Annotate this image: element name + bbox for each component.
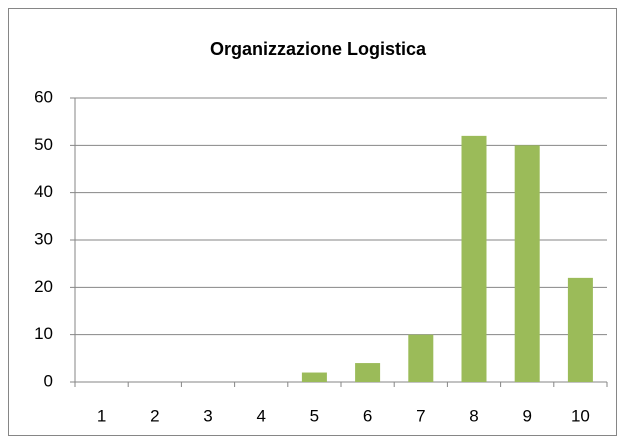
y-tick-label: 0 xyxy=(44,371,53,390)
x-tick-label: 5 xyxy=(310,406,319,425)
bar xyxy=(301,372,327,382)
y-tick-label: 30 xyxy=(34,229,53,248)
x-tick-label: 3 xyxy=(203,406,212,425)
bar xyxy=(514,145,540,382)
x-tick-label: 8 xyxy=(469,406,478,425)
x-tick-label: 6 xyxy=(363,406,372,425)
x-tick-label: 4 xyxy=(256,406,265,425)
bar xyxy=(355,363,381,382)
y-tick-label: 10 xyxy=(34,324,53,343)
x-tick-label: 10 xyxy=(571,406,590,425)
x-tick-label: 9 xyxy=(522,406,531,425)
y-tick-label: 20 xyxy=(34,277,53,296)
y-tick-label: 40 xyxy=(34,182,53,201)
x-tick-label: 1 xyxy=(97,406,106,425)
y-tick-label: 50 xyxy=(34,135,53,154)
x-tick-label: 2 xyxy=(150,406,159,425)
bar xyxy=(408,334,434,382)
x-tick-label: 7 xyxy=(416,406,425,425)
y-tick-label: 60 xyxy=(34,87,53,106)
bar xyxy=(567,277,593,382)
chart-title: Organizzazione Logistica xyxy=(210,39,427,59)
bar xyxy=(461,135,487,382)
